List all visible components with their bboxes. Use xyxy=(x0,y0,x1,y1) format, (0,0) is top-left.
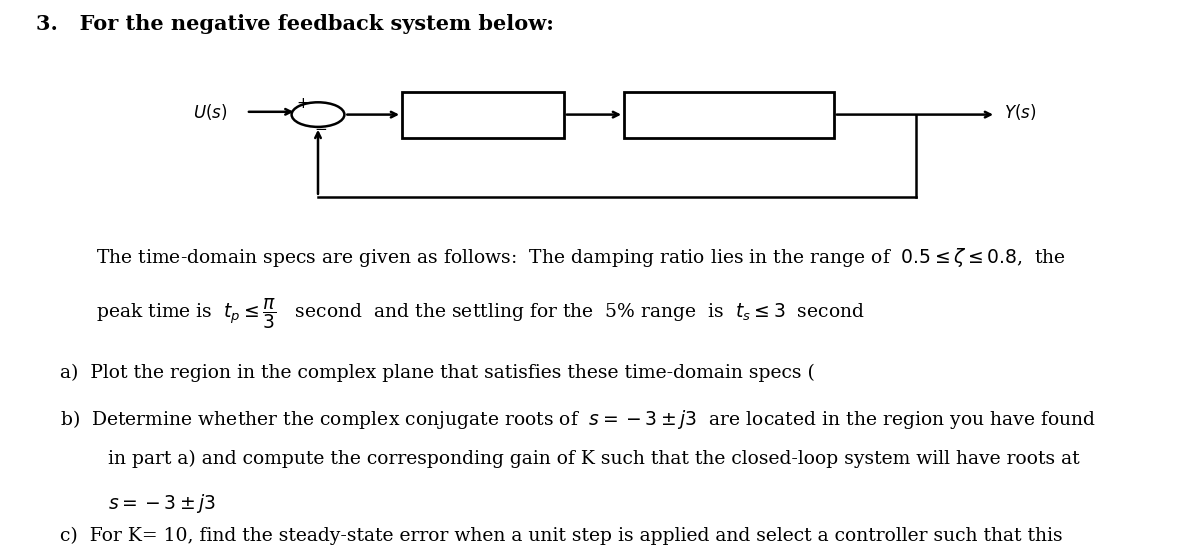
Text: +: + xyxy=(296,96,308,111)
Text: $\mathit{Y(s)}$: $\mathit{Y(s)}$ xyxy=(1004,102,1036,122)
Text: b)  Determine whether the complex conjugate roots of  $s = -3 \pm j3$  are locat: b) Determine whether the complex conjuga… xyxy=(60,408,1096,431)
Text: c)  For K= 10, find the steady-state error when a unit step is applied and selec: c) For K= 10, find the steady-state erro… xyxy=(60,527,1063,545)
Text: 1: 1 xyxy=(724,98,733,112)
Text: $\mathit{U(s)}$: $\mathit{U(s)}$ xyxy=(193,102,227,122)
Text: in part a) and compute the corresponding gain of K such that the closed-loop sys: in part a) and compute the corresponding… xyxy=(108,450,1080,468)
FancyBboxPatch shape xyxy=(624,92,834,138)
Text: 3.   For the negative feedback system below:: 3. For the negative feedback system belo… xyxy=(36,14,554,34)
Text: The time-domain specs are given as follows:  The damping ratio lies in the range: The time-domain specs are given as follo… xyxy=(96,246,1066,269)
Text: $s = -3 \pm j3$: $s = -3 \pm j3$ xyxy=(108,492,216,515)
FancyBboxPatch shape xyxy=(402,92,564,138)
Text: peak time is  $t_p \leq \dfrac{\pi}{3}$   second  and the settling for the  5% r: peak time is $t_p \leq \dfrac{\pi}{3}$ s… xyxy=(96,296,865,331)
Text: a)  Plot the region in the complex plane that satisfies these time-domain specs : a) Plot the region in the complex plane … xyxy=(60,363,815,382)
Text: $(s+2)(s+4)$: $(s+2)(s+4)$ xyxy=(686,125,770,139)
Text: $G_c(s) = K$: $G_c(s) = K$ xyxy=(448,106,518,124)
Text: −: − xyxy=(314,122,326,137)
